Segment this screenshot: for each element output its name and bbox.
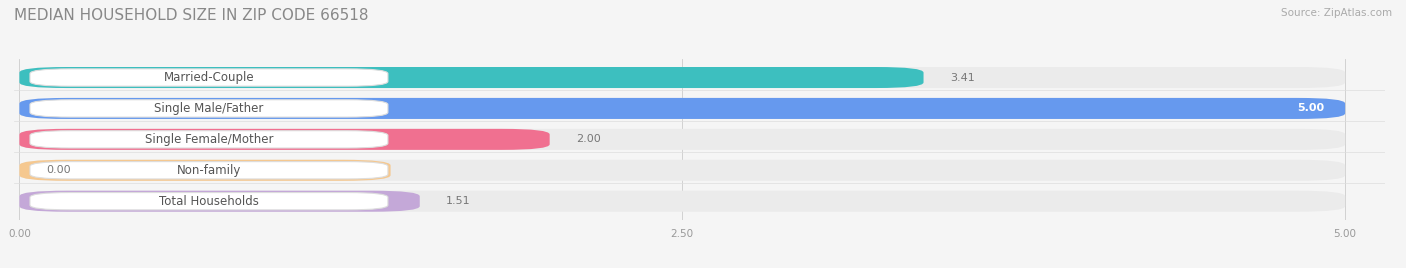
FancyBboxPatch shape bbox=[30, 162, 388, 179]
FancyBboxPatch shape bbox=[20, 191, 1346, 212]
Text: 1.51: 1.51 bbox=[446, 196, 471, 206]
Text: Non-family: Non-family bbox=[177, 164, 242, 177]
Text: Source: ZipAtlas.com: Source: ZipAtlas.com bbox=[1281, 8, 1392, 18]
FancyBboxPatch shape bbox=[30, 100, 388, 117]
Text: Total Households: Total Households bbox=[159, 195, 259, 208]
Text: Married-Couple: Married-Couple bbox=[163, 71, 254, 84]
Text: 2.00: 2.00 bbox=[576, 134, 600, 144]
FancyBboxPatch shape bbox=[20, 129, 550, 150]
FancyBboxPatch shape bbox=[20, 160, 391, 181]
Text: MEDIAN HOUSEHOLD SIZE IN ZIP CODE 66518: MEDIAN HOUSEHOLD SIZE IN ZIP CODE 66518 bbox=[14, 8, 368, 23]
FancyBboxPatch shape bbox=[30, 192, 388, 210]
Text: 3.41: 3.41 bbox=[950, 73, 974, 83]
Text: Single Male/Father: Single Male/Father bbox=[155, 102, 264, 115]
Text: 5.00: 5.00 bbox=[1296, 103, 1324, 113]
FancyBboxPatch shape bbox=[30, 69, 388, 86]
FancyBboxPatch shape bbox=[20, 191, 420, 212]
FancyBboxPatch shape bbox=[20, 67, 1346, 88]
Text: 0.00: 0.00 bbox=[46, 165, 70, 175]
FancyBboxPatch shape bbox=[20, 67, 924, 88]
FancyBboxPatch shape bbox=[20, 160, 1346, 181]
Text: Single Female/Mother: Single Female/Mother bbox=[145, 133, 273, 146]
FancyBboxPatch shape bbox=[20, 98, 1346, 119]
FancyBboxPatch shape bbox=[20, 98, 1346, 119]
FancyBboxPatch shape bbox=[30, 131, 388, 148]
FancyBboxPatch shape bbox=[20, 129, 1346, 150]
